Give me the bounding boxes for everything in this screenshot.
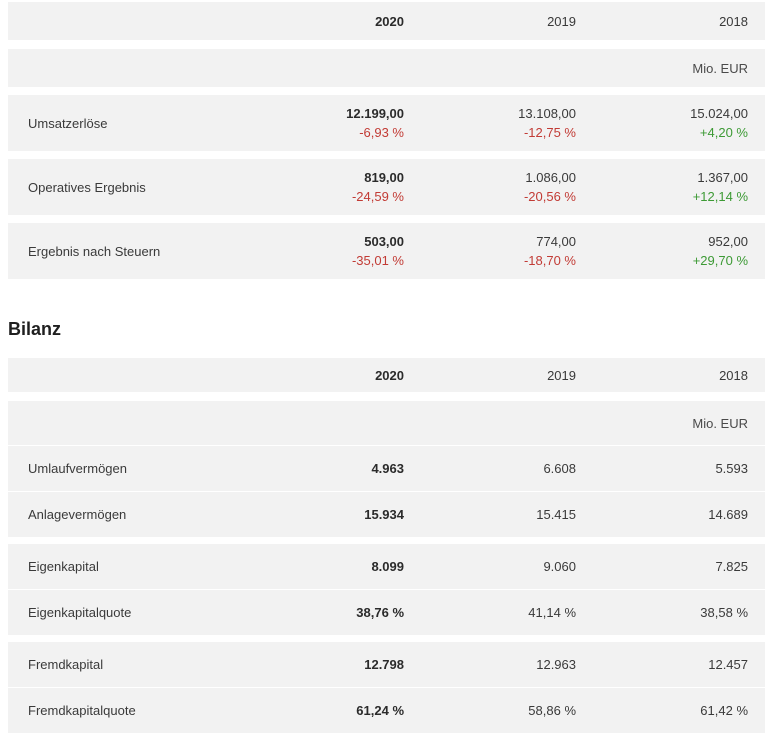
unit-row: Mio. EUR bbox=[8, 49, 765, 87]
cell-2018: 14.689 bbox=[708, 507, 748, 522]
value: 503,00 bbox=[364, 234, 404, 249]
cell-2018: 61,42 % bbox=[700, 703, 748, 718]
change: -18,70 % bbox=[523, 253, 576, 268]
row-label: Fremdkapital bbox=[28, 657, 104, 672]
section-title-bilanz: Bilanz bbox=[8, 319, 62, 339]
row-label: Umsatzerlöse bbox=[28, 115, 108, 131]
row-label: Ergebnis nach Steuern bbox=[28, 243, 161, 259]
row-label: Fremdkapitalquote bbox=[28, 703, 136, 718]
value: 819,00 bbox=[364, 170, 404, 185]
cell-2020: 819,00 -24,59 % bbox=[232, 168, 404, 206]
cell-2019: 1.086,00 -20,56 % bbox=[404, 168, 576, 206]
cell-2019: 12.963 bbox=[536, 657, 576, 672]
cell-2020: 8.099 bbox=[371, 559, 404, 574]
value: 1.086,00 bbox=[525, 170, 576, 185]
cell-2019: 13.108,00 -12,75 % bbox=[404, 104, 576, 142]
year-header-2018: 2018 bbox=[719, 367, 748, 383]
cell-2018: 952,00 +29,70 % bbox=[576, 232, 748, 270]
cell-2018: 15.024,00 +4,20 % bbox=[576, 104, 748, 142]
cell-2020: 12.798 bbox=[364, 657, 404, 672]
year-header-2020: 2020 bbox=[375, 367, 404, 383]
year-header-2019: 2019 bbox=[547, 367, 576, 383]
unit-label: Mio. EUR bbox=[692, 415, 748, 431]
value: 15.024,00 bbox=[690, 106, 748, 121]
value: 12.199,00 bbox=[346, 106, 404, 121]
change: -24,59 % bbox=[351, 189, 404, 204]
cell-2020: 15.934 bbox=[364, 507, 404, 522]
row-label: Anlagevermögen bbox=[28, 507, 127, 522]
year-header-2019: 2019 bbox=[547, 13, 576, 29]
cell-2018: 1.367,00 +12,14 % bbox=[576, 168, 748, 206]
unit-label: Mio. EUR bbox=[692, 60, 748, 76]
cell-2020: 61,24 % bbox=[356, 703, 404, 718]
cell-2019: 774,00 -18,70 % bbox=[404, 232, 576, 270]
change: -12,75 % bbox=[523, 125, 576, 140]
year-header-2018: 2018 bbox=[719, 13, 748, 29]
change: -35,01 % bbox=[351, 253, 404, 268]
cell-2019: 58,86 % bbox=[528, 703, 576, 718]
cell-2018: 7.825 bbox=[715, 559, 748, 574]
table-row: Operatives Ergebnis 819,00 -24,59 % 1.08… bbox=[8, 159, 765, 215]
year-header-row: 2020 2019 2018 bbox=[8, 2, 765, 40]
row-label: Eigenkapitalquote bbox=[28, 605, 132, 620]
year-header-row: 2020 2019 2018 bbox=[8, 358, 765, 392]
cell-2018: 12.457 bbox=[708, 657, 748, 672]
table-row: Umlaufvermögen 4.963 6.608 5.593 bbox=[8, 446, 765, 491]
change: +4,20 % bbox=[699, 125, 748, 140]
table-row: Ergebnis nach Steuern 503,00 -35,01 % 77… bbox=[8, 223, 765, 279]
table-row: Fremdkapitalquote 61,24 % 58,86 % 61,42 … bbox=[8, 688, 765, 733]
value: 774,00 bbox=[536, 234, 576, 249]
row-label: Umlaufvermögen bbox=[28, 461, 127, 476]
change: -6,93 % bbox=[359, 125, 404, 140]
value: 1.367,00 bbox=[697, 170, 748, 185]
income-table: 2020 2019 2018 Mio. EUR Umsatzerlöse 12.… bbox=[8, 2, 765, 279]
balance-table: 2020 2019 2018 Mio. EUR Umlaufvermögen 4… bbox=[8, 358, 765, 733]
unit-row: Mio. EUR bbox=[8, 401, 765, 445]
cell-2019: 41,14 % bbox=[528, 605, 576, 620]
cell-2020: 12.199,00 -6,93 % bbox=[232, 104, 404, 142]
row-label: Operatives Ergebnis bbox=[28, 179, 146, 195]
cell-2018: 5.593 bbox=[715, 461, 748, 476]
table-row: Fremdkapital 12.798 12.963 12.457 bbox=[8, 642, 765, 687]
table-row: Anlagevermögen 15.934 15.415 14.689 bbox=[8, 492, 765, 537]
change: +29,70 % bbox=[692, 253, 748, 268]
cell-2018: 38,58 % bbox=[700, 605, 748, 620]
cell-2019: 15.415 bbox=[536, 507, 576, 522]
year-header-2020: 2020 bbox=[375, 13, 404, 29]
value: 13.108,00 bbox=[518, 106, 576, 121]
cell-2019: 6.608 bbox=[543, 461, 576, 476]
table-row: Umsatzerlöse 12.199,00 -6,93 % 13.108,00… bbox=[8, 95, 765, 151]
table-row: Eigenkapitalquote 38,76 % 41,14 % 38,58 … bbox=[8, 590, 765, 635]
cell-2020: 503,00 -35,01 % bbox=[232, 232, 404, 270]
change: -20,56 % bbox=[523, 189, 576, 204]
value: 952,00 bbox=[708, 234, 748, 249]
cell-2020: 4.963 bbox=[371, 461, 404, 476]
change: +12,14 % bbox=[692, 189, 748, 204]
cell-2020: 38,76 % bbox=[356, 605, 404, 620]
row-label: Eigenkapital bbox=[28, 559, 99, 574]
table-row: Eigenkapital 8.099 9.060 7.825 bbox=[8, 544, 765, 589]
cell-2019: 9.060 bbox=[543, 559, 576, 574]
